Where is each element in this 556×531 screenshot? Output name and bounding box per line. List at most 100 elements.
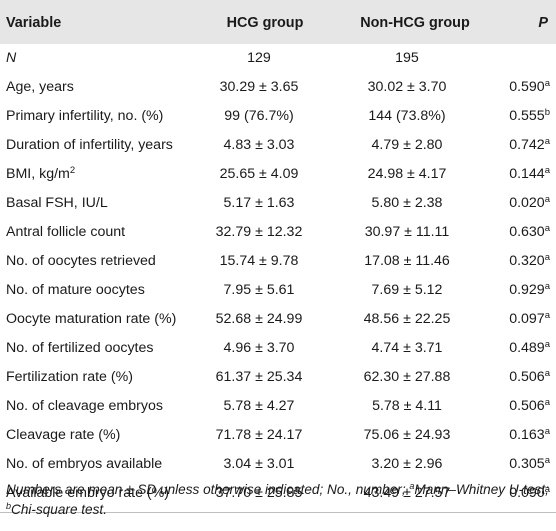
footnote-marker-b: b (6, 501, 12, 511)
cell-non-hcg: 48.56 ± 22.25 (363, 311, 451, 327)
cell-p-value: 0.090a (509, 479, 550, 508)
cell-variable: No. of fertilized oocytes (6, 334, 153, 363)
variable-label: Fertilization rate (%) (6, 369, 133, 385)
cell-p-value: 0.555b (509, 102, 550, 131)
p-value: 0.489 (509, 340, 545, 356)
cell-non-hcg: 30.02 ± 3.70 (367, 79, 447, 95)
variable-label: N (6, 50, 17, 66)
table-row: No. of mature oocytes 7.95 ± 5.61 7.69 ± 5… (0, 276, 556, 305)
variable-label: Basal FSH, IU/L (6, 195, 108, 211)
cell-hcg: 71.78 ± 24.17 (215, 427, 303, 443)
table-row: No. of embryos available 3.04 ± 3.01 3.20 … (0, 450, 556, 479)
cell-variable: N (6, 44, 16, 73)
table-row: Age, years 30.29 ± 3.65 30.02 ± 3.70 0.590a (0, 73, 556, 102)
table-row: N 129 195 (0, 44, 556, 73)
cell-variable: Fertilization rate (%) (6, 363, 133, 392)
footnote-text-3: Chi-square test. (11, 502, 107, 517)
cell-hcg: 37.70 ± 25.85 (215, 485, 303, 501)
unit-superscript: 2 (69, 165, 76, 176)
cell-variable: Cleavage rate (%) (6, 421, 120, 450)
footnote-marker-a: a (409, 481, 415, 491)
test-marker: a (544, 223, 550, 234)
cell-hcg: 30.29 ± 3.65 (219, 79, 299, 95)
header-p-value: P (538, 15, 548, 31)
variable-label: No. of oocytes retrieved (6, 253, 156, 269)
test-marker: a (544, 455, 550, 466)
cell-p-value: 0.630a (509, 218, 550, 247)
table-header-row: Variable HCG group Non-HCG group P (0, 8, 556, 38)
cell-non-hcg: 3.20 ± 2.96 (371, 456, 443, 472)
p-value: 0.163 (509, 427, 545, 443)
cell-non-hcg: 17.08 ± 11.46 (364, 253, 450, 269)
table-bottom-rule (0, 512, 556, 513)
cell-p-value: 0.144a (509, 160, 550, 189)
table-row: Oocyte maturation rate (%) 52.68 ± 24.99 4… (0, 305, 556, 334)
header-hcg-group: HCG group (226, 15, 304, 31)
p-value: 0.144 (509, 166, 545, 182)
cell-variable: No. of oocytes retrieved (6, 247, 156, 276)
table-row: BMI, kg/m2 25.65 ± 4.09 24.98 ± 4.17 0.144a (0, 160, 556, 189)
table-row: No. of oocytes retrieved 15.74 ± 9.78 17.0… (0, 247, 556, 276)
p-value: 0.630 (509, 224, 545, 240)
test-marker: a (544, 136, 550, 147)
footnote-text-2: Mann–Whitney U-test; (414, 482, 549, 497)
cell-hcg: 129 (247, 50, 271, 66)
cell-variable: Basal FSH, IU/L (6, 189, 108, 218)
p-value: 0.320 (509, 253, 545, 269)
cell-hcg: 61.37 ± 25.34 (215, 369, 303, 385)
test-marker: a (544, 165, 550, 176)
cell-p-value: 0.506a (509, 392, 550, 421)
cell-hcg: 5.78 ± 4.27 (223, 398, 295, 414)
test-marker: a (544, 281, 550, 292)
cell-hcg: 25.65 ± 4.09 (219, 166, 299, 182)
cell-p-value: 0.097a (509, 305, 550, 334)
test-marker: b (544, 107, 550, 118)
p-value: 0.090 (509, 485, 545, 501)
variable-label: Cleavage rate (%) (6, 427, 121, 443)
cell-non-hcg: 195 (395, 50, 419, 66)
cell-hcg: 7.95 ± 5.61 (223, 282, 295, 298)
table-row: No. of cleavage embryos 5.78 ± 4.27 5.78 ±… (0, 392, 556, 421)
p-value: 0.020 (509, 195, 545, 211)
table-row: Antral follicle count 32.79 ± 12.32 30.97 … (0, 218, 556, 247)
cell-non-hcg: 7.69 ± 5.12 (371, 282, 443, 298)
variable-label: No. of mature oocytes (6, 282, 145, 298)
cell-non-hcg: 4.79 ± 2.80 (371, 137, 443, 153)
cell-variable: Antral follicle count (6, 218, 125, 247)
p-value: 0.555 (509, 108, 545, 124)
p-value: 0.929 (509, 282, 545, 298)
cell-p-value: 0.320a (509, 247, 550, 276)
test-marker: a (544, 368, 550, 379)
cell-non-hcg: 144 (73.8%) (368, 108, 446, 124)
footnote-text-1: Numbers are mean ± SD unless otherwise i… (6, 482, 410, 497)
cell-variable: BMI, kg/m2 (6, 160, 75, 189)
table-row: Available embryo rate (%) 37.70 ± 25.85 43… (0, 479, 556, 508)
cell-non-hcg: 5.78 ± 4.11 (372, 398, 442, 414)
p-value: 0.506 (509, 398, 545, 414)
cell-hcg: 32.79 ± 12.32 (215, 224, 303, 240)
cell-non-hcg: 62.30 ± 27.88 (363, 369, 451, 385)
variable-label: No. of embryos available (6, 456, 163, 472)
p-value: 0.305 (509, 456, 545, 472)
cell-hcg: 4.83 ± 3.03 (223, 137, 295, 153)
cell-hcg: 3.04 ± 3.01 (223, 456, 295, 472)
cell-non-hcg: 75.06 ± 24.93 (363, 427, 451, 443)
cell-p-value: 0.506a (509, 363, 550, 392)
cell-variable: No. of mature oocytes (6, 276, 145, 305)
cell-hcg: 99 (76.7%) (224, 108, 294, 124)
p-value: 0.097 (509, 311, 545, 327)
table-header-background (0, 0, 556, 44)
test-marker: a (544, 339, 550, 350)
cell-non-hcg: 43.49 ± 27.57 (363, 485, 451, 501)
cell-p-value: 0.020a (509, 189, 550, 218)
table-row: Cleavage rate (%) 71.78 ± 24.17 75.06 ± 24… (0, 421, 556, 450)
variable-label: No. of cleavage embryos (6, 398, 163, 414)
cell-hcg: 52.68 ± 24.99 (215, 311, 303, 327)
variable-label: Available embryo rate (%) (6, 485, 169, 501)
p-value: 0.590 (509, 79, 545, 95)
table-row: Basal FSH, IU/L 5.17 ± 1.63 5.80 ± 2.38 0.0… (0, 189, 556, 218)
variable-label: No. of fertilized oocytes (6, 340, 154, 356)
variable-label: Antral follicle count (6, 224, 126, 240)
variable-label: Duration of infertility, years (6, 137, 173, 153)
variable-label: Oocyte maturation rate (%) (6, 311, 177, 327)
